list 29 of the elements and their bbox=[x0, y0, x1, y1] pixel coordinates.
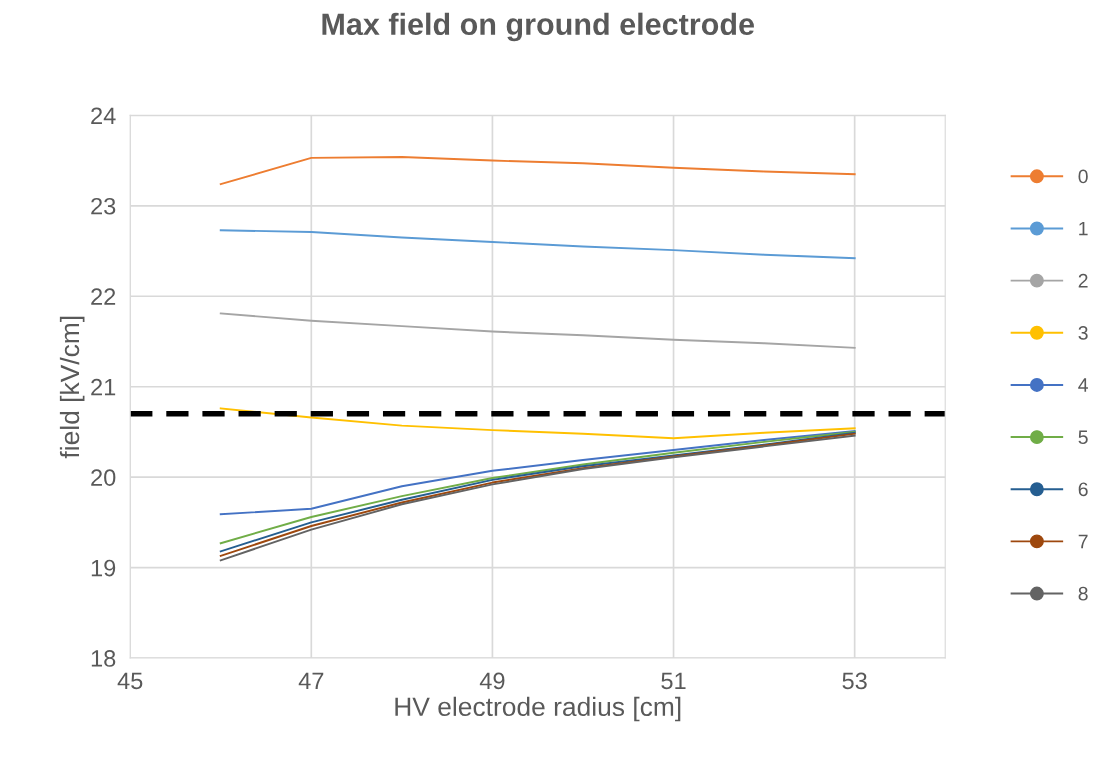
x-axis-title: HV electrode radius [cm] bbox=[395, 696, 681, 722]
y-tick-label: 23 bbox=[91, 197, 116, 215]
legend-label: 7 bbox=[1078, 534, 1088, 549]
y-tick-label: 21 bbox=[91, 378, 116, 396]
line-series bbox=[219, 156, 856, 186]
line-series bbox=[219, 312, 856, 349]
line-series bbox=[219, 229, 856, 260]
legend-label: 3 bbox=[1078, 326, 1088, 340]
legend-label: 2 bbox=[1078, 273, 1088, 288]
line-series bbox=[219, 430, 856, 516]
x-tick-label: 45 bbox=[117, 672, 143, 690]
legend-label: 4 bbox=[1078, 378, 1088, 392]
y-tick-label: 19 bbox=[91, 559, 116, 577]
y-tick-label: 18 bbox=[91, 650, 116, 667]
line-series bbox=[219, 407, 856, 440]
legend-label: 6 bbox=[1078, 482, 1088, 497]
x-tick-label: 51 bbox=[661, 672, 686, 690]
x-tick-label: 49 bbox=[479, 672, 505, 690]
legend-label: 5 bbox=[1078, 430, 1088, 445]
y-tick-label: 22 bbox=[91, 288, 116, 305]
y-tick-label: 20 bbox=[91, 469, 116, 486]
chart-title: Max field on ground electrode bbox=[322, 12, 754, 42]
x-tick-label: 53 bbox=[842, 672, 867, 690]
legend-label: 8 bbox=[1078, 586, 1088, 601]
x-tick-label: 47 bbox=[298, 672, 324, 690]
y-tick-label: 24 bbox=[91, 107, 116, 124]
legend-label: 0 bbox=[1078, 169, 1088, 184]
y-axis-title: field [kV/cm] bbox=[59, 316, 85, 459]
legend-label: 1 bbox=[1079, 221, 1088, 236]
